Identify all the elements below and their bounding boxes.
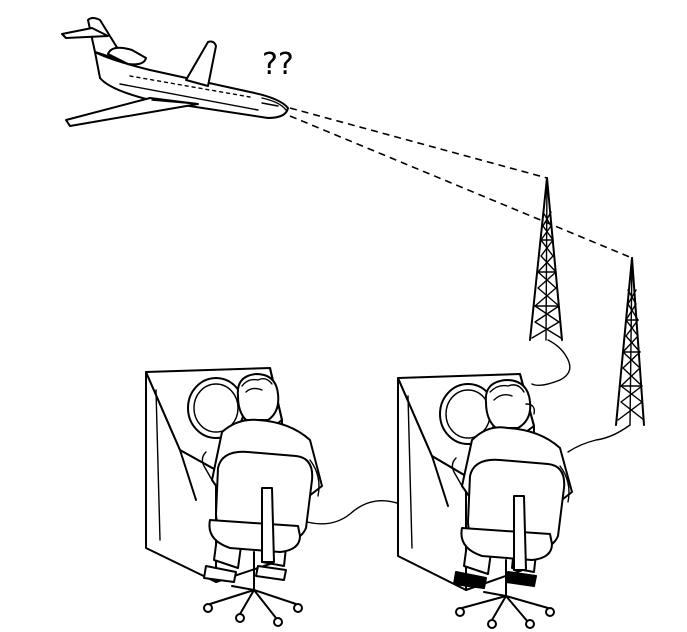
airplane-icon bbox=[61, 17, 289, 127]
office-chair-icon bbox=[203, 450, 314, 627]
radio-tower-icon bbox=[615, 257, 645, 426]
connection-cables bbox=[299, 339, 631, 525]
radar-signal-lines bbox=[289, 107, 633, 259]
radio-tower-icon bbox=[529, 177, 563, 341]
confusion-question-marks: ?? bbox=[262, 47, 294, 82]
office-chair-icon bbox=[455, 458, 566, 629]
